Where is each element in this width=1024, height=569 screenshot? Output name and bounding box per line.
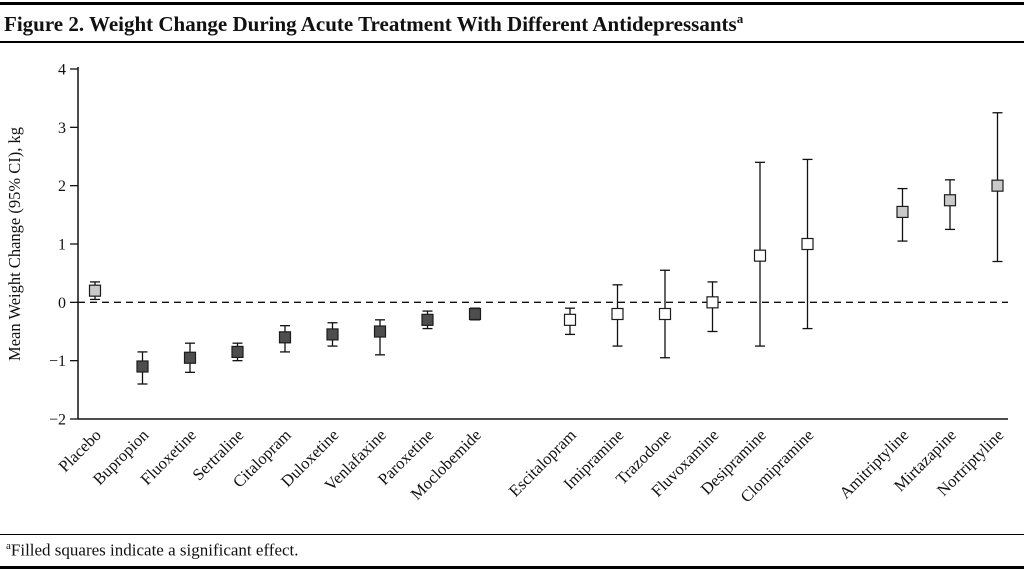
marker-Fluoxetine: [183, 351, 197, 364]
weight-change-forest-chart: −2 −1 0 1 2 3 4 Mean Weight Change (95% CI), kg…: [5, 61, 1008, 506]
y-tick-label: −2: [49, 411, 66, 428]
y-tick-label: 0: [58, 294, 66, 311]
footnote: aFilled squares indicate a significant e…: [0, 534, 1024, 566]
marker-Amitriptyline: [896, 205, 909, 218]
y-axis-title: Mean Weight Change (95% CI), kg: [5, 127, 24, 361]
marker-Trazodone: [658, 307, 672, 320]
figure-title-text: Figure 2. Weight Change During Acute Tre…: [4, 11, 737, 36]
footnote-rule: [0, 533, 1024, 535]
y-tick-label: 1: [58, 236, 66, 253]
figure-title: Figure 2. Weight Change During Acute Tre…: [0, 5, 1024, 41]
y-tick-label: 3: [58, 119, 66, 136]
marker-Imipramine: [611, 307, 624, 320]
marker-Sertraline: [231, 345, 244, 358]
figure-title-superscript: a: [736, 10, 744, 26]
marker-Venlafaxine: [373, 324, 387, 338]
footnote-superscript: a: [6, 540, 11, 553]
marker-Nortriptyline: [991, 179, 1004, 192]
marker-Desipramine: [753, 249, 767, 262]
marker-Paroxetine: [421, 313, 434, 326]
top-rule: [0, 2, 1024, 5]
bottom-rule: [0, 566, 1024, 569]
marker-Citalopram: [278, 330, 292, 343]
marker-Escitalopram: [563, 313, 577, 326]
y-tick-label: 2: [58, 178, 66, 195]
marker-Fluvoxamine: [706, 295, 719, 308]
marker-Bupropion: [136, 359, 149, 373]
marker-Duloxetine: [326, 327, 339, 341]
marker-Moclobemide: [468, 307, 482, 320]
footnote-text: Filled squares indicate a significant ef…: [10, 541, 299, 561]
marker-Clomipramine: [801, 237, 814, 250]
marker-Mirtazapine: [943, 193, 957, 206]
y-tick-label: −1: [49, 353, 66, 370]
chart-area: −2 −1 0 1 2 3 4 Mean Weight Change (95% CI), kg…: [0, 43, 1024, 534]
title-rule: [0, 40, 1024, 43]
marker-Placebo: [88, 284, 102, 297]
y-tick-label: 4: [58, 61, 66, 78]
